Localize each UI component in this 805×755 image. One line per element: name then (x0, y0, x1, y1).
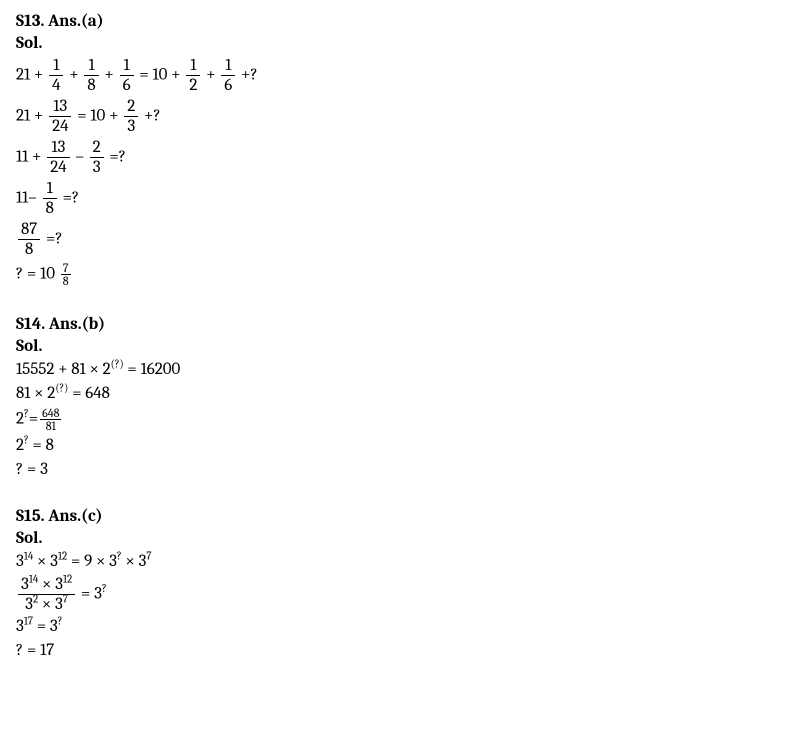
txt: = (29, 410, 38, 429)
sup: ? (58, 614, 63, 627)
frac: 1324 (49, 98, 71, 135)
txt: 21 + (16, 107, 43, 126)
txt: 2 (16, 436, 24, 455)
frac: 16 (221, 57, 235, 94)
frac: 1324 (47, 139, 69, 176)
txt: ? = 10 (16, 265, 55, 284)
txt: 21 + (16, 66, 43, 85)
frac: 18 (43, 180, 57, 217)
s14-line4: 2? = 8 (16, 436, 789, 456)
txt: 3 (16, 552, 24, 571)
txt: = 8 (29, 436, 54, 455)
s15-heading: S15. Ans.(c) (16, 507, 789, 527)
sup: 17 (24, 614, 33, 627)
txt: × 3 (33, 552, 58, 571)
s13-sol: Sol. (16, 34, 789, 54)
txt: = 3 (77, 584, 102, 603)
frac: 14 (49, 57, 63, 94)
txt: = 10 + (77, 107, 118, 126)
txt: 3 (16, 617, 24, 636)
frac: 18 (84, 57, 98, 94)
s14-line3: 2?=64881 (16, 407, 789, 432)
txt: 81 × 2 (16, 384, 55, 403)
frac: 23 (90, 139, 104, 176)
s15-line2: 314 × 312 32 × 37 = 3? (16, 576, 789, 613)
sup: 12 (58, 550, 67, 563)
sup: 7 (146, 550, 151, 563)
frac: 64881 (40, 407, 61, 432)
s15-sol: Sol. (16, 529, 789, 549)
txt: 11– (16, 189, 37, 208)
frac: 78 (61, 262, 71, 287)
txt: – (75, 148, 84, 167)
s13-heading: S13. Ans.(a) (16, 12, 789, 32)
txt: = 16200 (124, 360, 181, 379)
txt: 11 + (16, 148, 41, 167)
s13-line5: 878 =? (16, 221, 789, 258)
frac: 16 (120, 57, 134, 94)
solution-14: S14. Ans.(b) Sol. 15552 + 81 × 2(?) = 16… (16, 315, 789, 479)
frac: 12 (186, 57, 200, 94)
s15-line1: 314 × 312 = 9 × 3? × 37 (16, 552, 789, 572)
txt: =? (109, 148, 126, 167)
s15-line3: 317 = 3? (16, 617, 789, 637)
txt: +? (241, 66, 258, 85)
txt: = 9 × 3 (67, 552, 117, 571)
solution-13: S13. Ans.(a) Sol. 21 + 14 + 18 + 16 = 10… (16, 12, 789, 287)
frac: 314 × 312 32 × 37 (18, 576, 75, 613)
sup: (?) (111, 358, 124, 371)
s14-heading: S14. Ans.(b) (16, 315, 789, 335)
txt: = 10 + (139, 66, 180, 85)
s13-line3: 11 + 1324 – 23 =? (16, 139, 789, 176)
txt: ? = 17 (16, 641, 54, 660)
txt: +? (144, 107, 161, 126)
txt: ? = 3 (16, 460, 48, 479)
sup: (?) (55, 381, 68, 394)
sup: 14 (24, 550, 33, 563)
frac: 878 (18, 221, 40, 258)
s13-line1: 21 + 14 + 18 + 16 = 10 + 12 + 16 +? (16, 57, 789, 94)
s14-line2: 81 × 2(?) = 648 (16, 384, 789, 404)
txt: = 3 (33, 617, 58, 636)
txt: 15552 + 81 × 2 (16, 360, 111, 379)
solution-15: S15. Ans.(c) Sol. 314 × 312 = 9 × 3? × 3… (16, 507, 789, 660)
txt: × 3 (122, 552, 147, 571)
txt: + (104, 66, 113, 85)
frac: 23 (124, 98, 138, 135)
s14-sol: Sol. (16, 337, 789, 357)
s13-line2: 21 + 1324 = 10 + 23 +? (16, 98, 789, 135)
sup: ? (102, 582, 107, 595)
txt: =? (63, 189, 80, 208)
txt: + (206, 66, 215, 85)
s14-line1: 15552 + 81 × 2(?) = 16200 (16, 360, 789, 380)
txt: = 648 (68, 384, 110, 403)
s15-line4: ? = 17 (16, 641, 789, 661)
txt: + (69, 66, 78, 85)
txt: =? (46, 230, 63, 249)
s14-line5: ? = 3 (16, 460, 789, 480)
txt: 2 (16, 410, 24, 429)
s13-line6: ? = 10 78 (16, 262, 789, 287)
s13-line4: 11– 18 =? (16, 180, 789, 217)
